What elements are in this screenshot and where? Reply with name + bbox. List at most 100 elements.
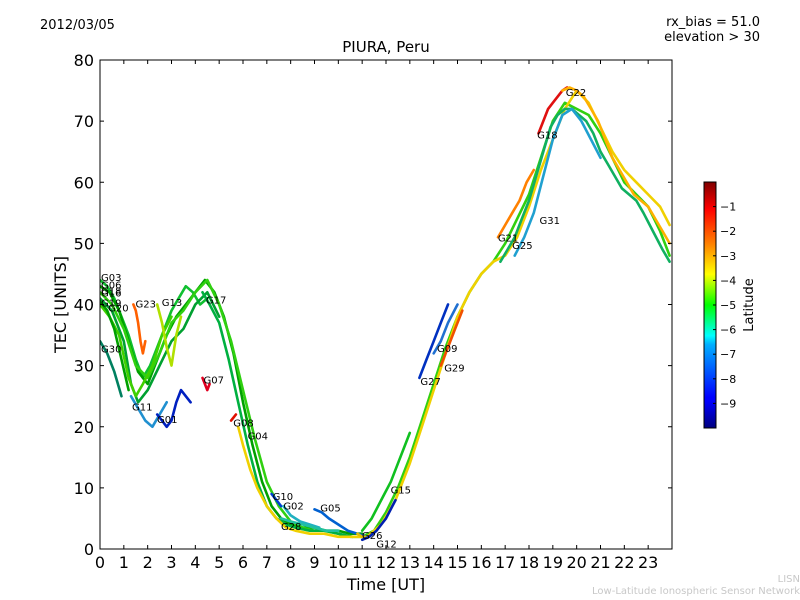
satellite-label-g23-6: G23	[136, 299, 156, 310]
chart-corner-info: rx_bias = 51.0 elevation > 30	[664, 15, 760, 45]
x-tick-label-9: 9	[309, 553, 319, 572]
colorbar-label: Latitude	[742, 278, 757, 332]
x-tick-label-1: 1	[119, 553, 129, 572]
series-g28-17	[279, 517, 340, 532]
x-tick-label-16: 16	[471, 553, 491, 572]
colorbar-tick-label-6: −6	[720, 324, 736, 337]
x-tick-label-12: 12	[376, 553, 396, 572]
satellite-label-g05-17: G05	[320, 503, 340, 514]
x-tick-label-10: 10	[328, 553, 348, 572]
series-g11-10	[129, 394, 168, 429]
series-g29-24	[439, 309, 464, 367]
series-g10-15	[270, 492, 283, 508]
satellite-label-g09-23: G09	[437, 344, 457, 355]
rx-bias-label: rx_bias = 51.0	[666, 15, 760, 30]
colorbar-tick-label-1: −1	[720, 201, 736, 214]
satellite-label-g01-12: G01	[157, 415, 177, 426]
satellite-label-g26-19: G26	[362, 531, 382, 542]
x-tick-label-21: 21	[590, 553, 610, 572]
colorbar-tick-label-7: −7	[720, 348, 736, 361]
satellite-label-g18-28: G18	[537, 131, 557, 142]
date-label: 2012/03/05	[40, 18, 115, 33]
satellite-label-g31-27: G31	[540, 216, 560, 227]
series-g25-26	[499, 107, 671, 263]
series-group	[100, 86, 671, 542]
colorbar-tick-label-4: −4	[720, 274, 736, 287]
satellite-label-g10-15: G10	[273, 492, 293, 503]
satellite-label-g27-22: G27	[420, 377, 440, 388]
y-tick-label-80: 80	[74, 51, 94, 70]
satellite-label-g15-21: G15	[391, 486, 411, 497]
series-g13-7	[155, 303, 183, 367]
x-tick-label-8: 8	[286, 553, 296, 572]
satellite-label-g02-16: G02	[283, 502, 303, 513]
colorbar-tick-label-3: −3	[720, 250, 736, 263]
elevation-label: elevation > 30	[664, 30, 760, 45]
x-tick-label-7: 7	[262, 553, 272, 572]
series-g31-27	[513, 107, 602, 257]
series-g18-2	[100, 101, 671, 539]
satellite-label-g06-1: G06	[101, 280, 121, 291]
series-g12-20	[360, 498, 397, 542]
y-axis-label: TEC [UNITS]	[51, 256, 70, 354]
satellite-label-g21-25: G21	[498, 233, 518, 244]
series-g08-13	[229, 413, 238, 422]
series-g30-9	[100, 339, 123, 398]
colorbar-tick-label-8: −8	[720, 373, 736, 386]
series-g01-11	[155, 388, 192, 429]
x-tick-label-3: 3	[166, 553, 176, 572]
satellite-label-g19-4: G19	[101, 299, 121, 310]
colorbar-tick-label-9: −9	[720, 397, 736, 410]
x-tick-label-20: 20	[566, 553, 586, 572]
x-tick-label-11: 11	[352, 553, 372, 572]
satellite-label-g22-29: G22	[566, 88, 586, 99]
satellite-label-g17-8: G17	[206, 296, 226, 307]
colorbar-tick-label-2: −2	[720, 225, 736, 238]
footer-credit: LISN Low-Latitude Ionospheric Sensor Net…	[592, 574, 800, 598]
y-tick-label-40: 40	[74, 296, 94, 315]
x-tick-label-15: 15	[447, 553, 467, 572]
series-g02-16	[282, 504, 321, 529]
x-tick-label-17: 17	[495, 553, 515, 572]
y-tick-label-70: 70	[74, 112, 94, 131]
satellite-label-g18-2: G18	[101, 286, 121, 297]
x-tick-label-5: 5	[214, 553, 224, 572]
x-tick-label-23: 23	[638, 553, 658, 572]
series-g16-3	[100, 291, 221, 404]
chart-title: PIURA, Peru	[342, 38, 429, 56]
series-g23-6	[132, 303, 147, 355]
y-tick-label-10: 10	[74, 479, 94, 498]
credit-long: Low-Latitude Ionospheric Sensor Network	[592, 586, 800, 597]
satellite-label-g07-10: G07	[203, 376, 223, 387]
y-tick-label-30: 30	[74, 357, 94, 376]
x-tick-label-4: 4	[190, 553, 200, 572]
satellite-label-g20-5: G20	[108, 304, 128, 315]
y-tick-label-0: 0	[84, 540, 94, 559]
series-g21-25	[496, 168, 536, 239]
series-g27-22	[418, 303, 450, 380]
series-g15-21	[360, 431, 412, 532]
colorbar-tick-label-5: −5	[720, 299, 736, 312]
y-tick-label-20: 20	[74, 418, 94, 437]
x-tick-label-18: 18	[519, 553, 539, 572]
credit-short: LISN	[777, 574, 800, 585]
satellite-label-g28-18: G28	[281, 522, 301, 533]
series-g22-29	[561, 86, 671, 245]
satellite-label-g12-20: G12	[376, 539, 396, 550]
series-g09-23	[432, 303, 459, 355]
satellite-label-g30-9: G30	[101, 345, 121, 356]
satellite-label-g29-24: G29	[444, 363, 464, 374]
satellite-label-g25-26: G25	[512, 241, 532, 252]
x-tick-label-6: 6	[238, 553, 248, 572]
x-tick-label-13: 13	[400, 553, 420, 572]
satellite-label-g04-14: G04	[248, 431, 268, 442]
series-g20-5	[100, 300, 130, 392]
satellite-label-g11-11: G11	[132, 403, 152, 414]
satellite-label-g13-7: G13	[162, 298, 182, 309]
satellite-label-g16-3: G16	[101, 288, 121, 299]
x-axis-label: Time [UT]	[346, 575, 425, 594]
satellite-label-g08-13: G08	[233, 418, 253, 429]
satellite-label-g03-0: G03	[101, 273, 121, 284]
x-tick-label-2: 2	[143, 553, 153, 572]
